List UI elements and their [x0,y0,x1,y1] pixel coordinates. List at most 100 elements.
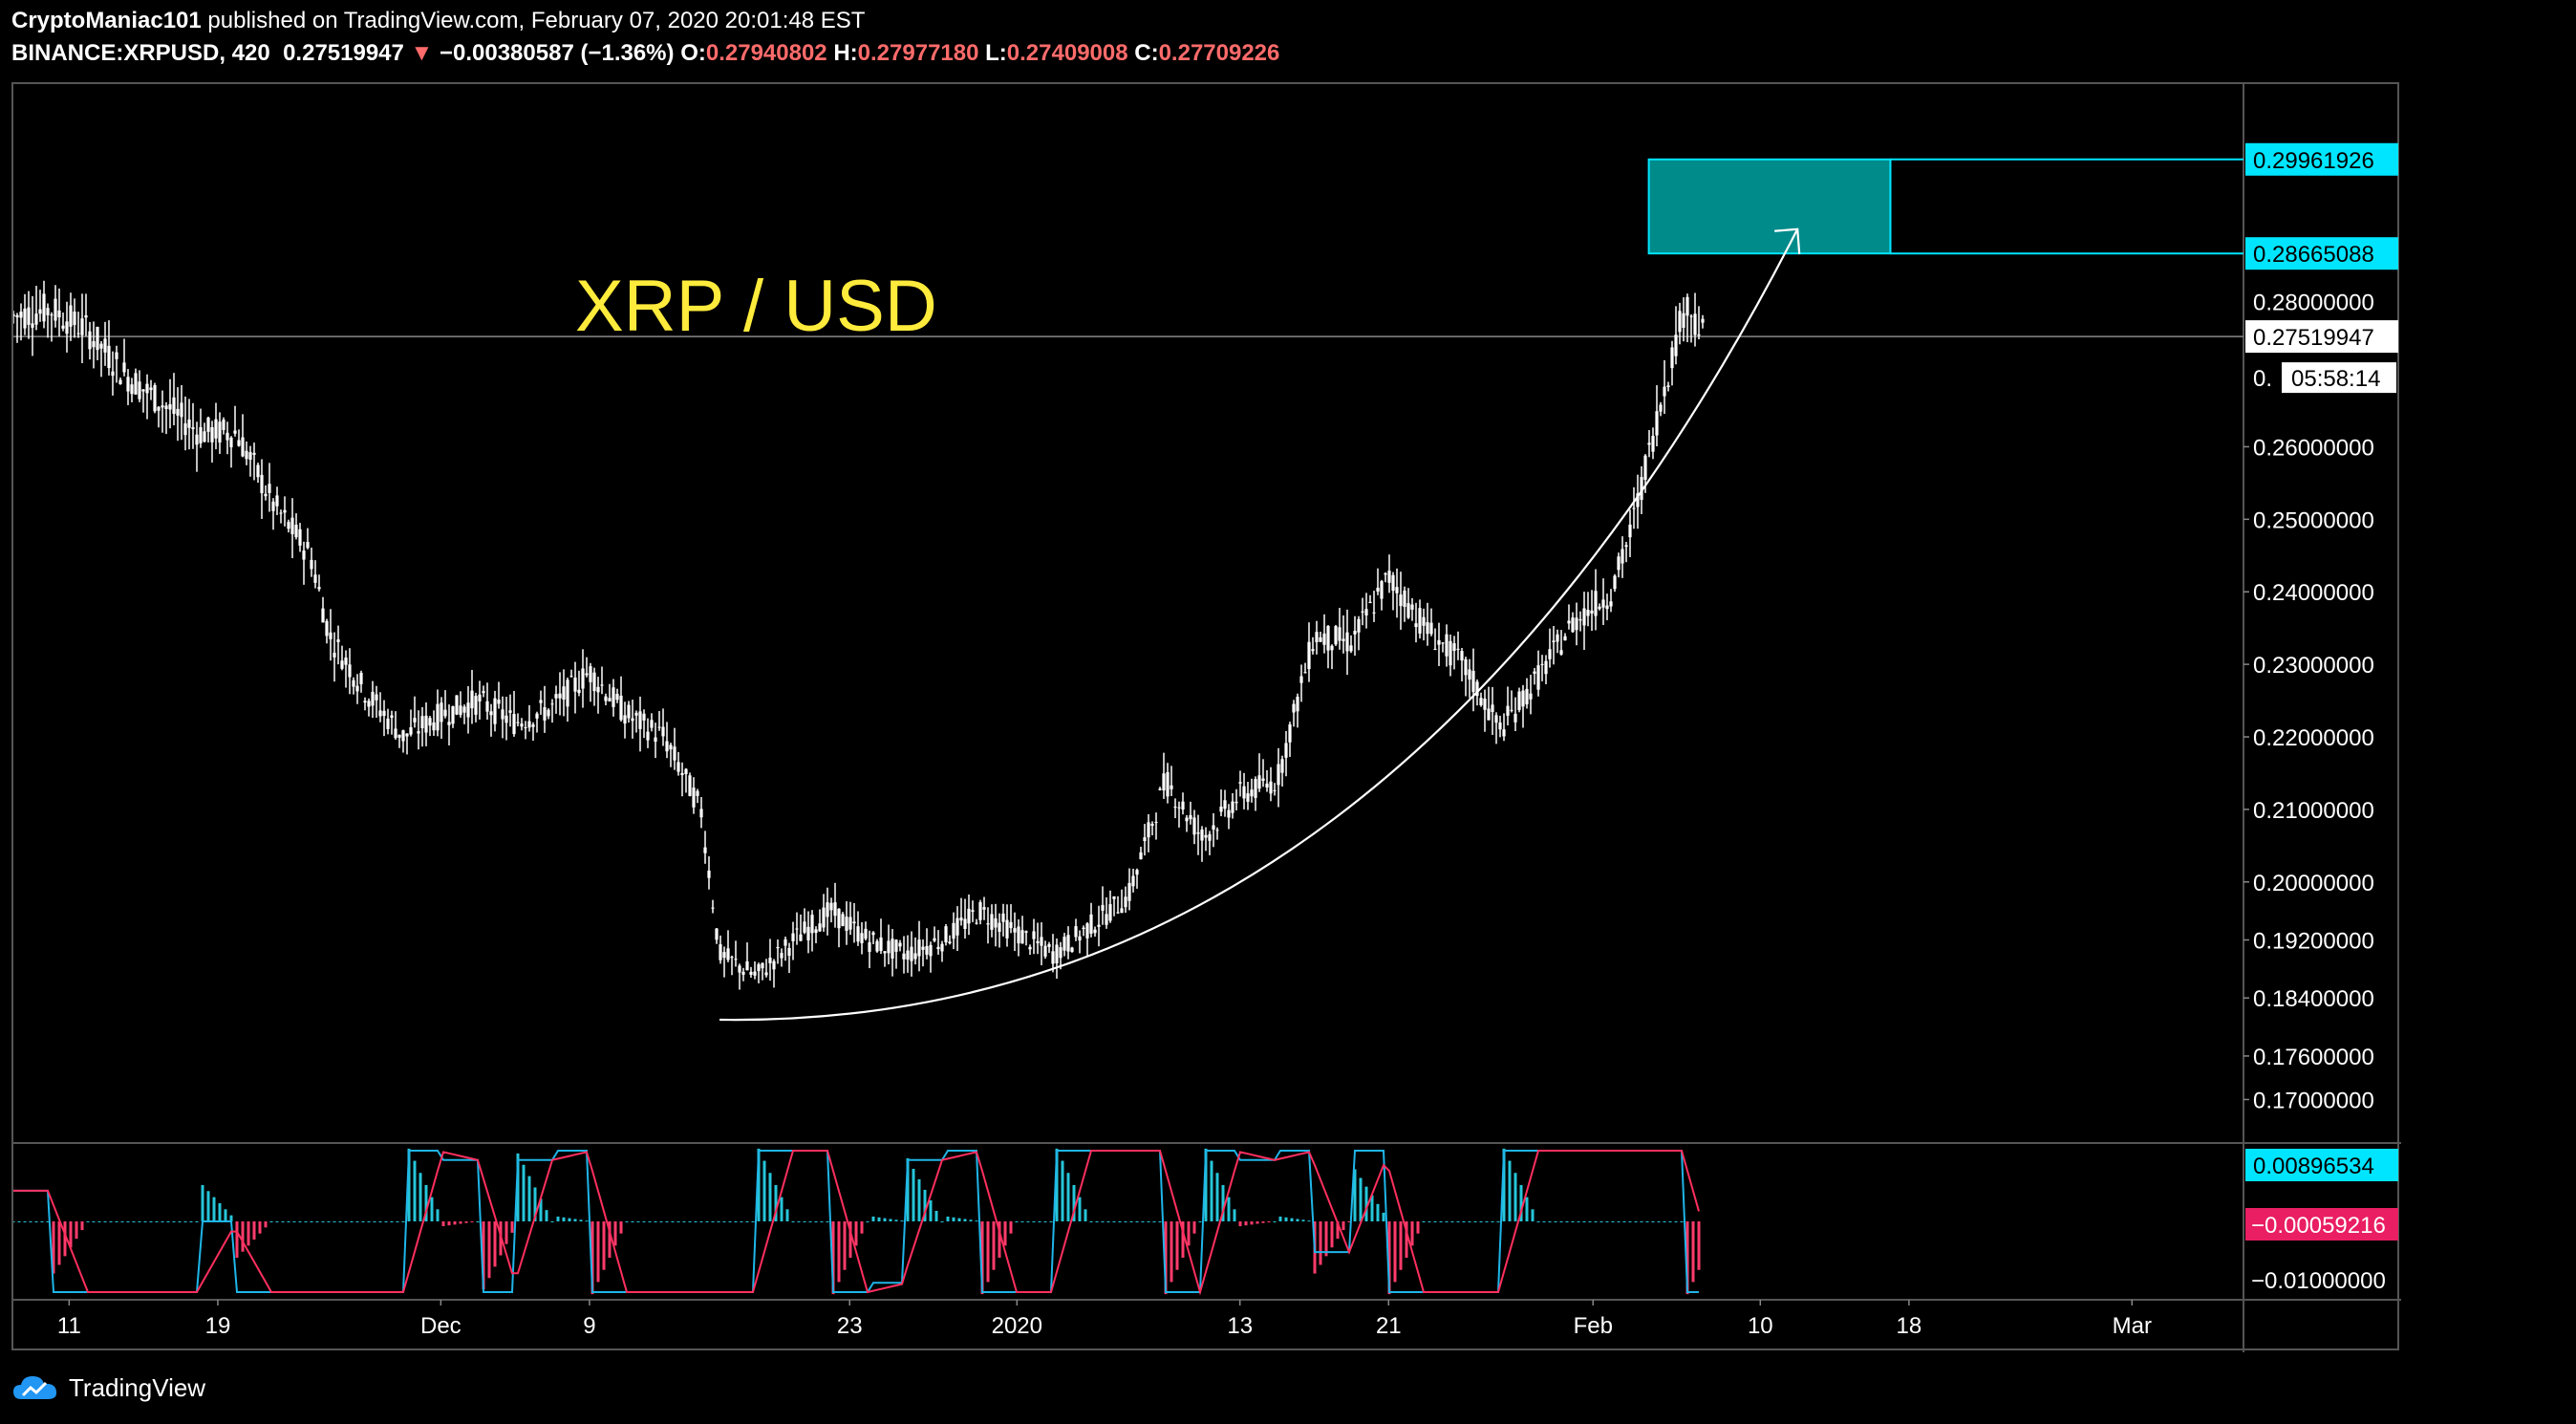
candle-body [692,788,696,808]
candle-body [986,923,990,925]
candle-body [936,946,940,950]
candle-body [206,417,210,432]
candle-body [225,432,229,441]
candle-body [860,933,864,943]
candle-body [1689,315,1693,317]
histogram-bar [1296,1219,1299,1221]
histogram-bar [826,1221,829,1222]
time-tick-label: Mar [2113,1313,2152,1339]
histogram-bar [665,1221,669,1222]
histogram-bar [17,1221,21,1222]
candle-body [929,944,933,957]
candle-body [917,939,921,957]
histogram-bar [1101,1221,1105,1222]
histogram-bar [218,1202,222,1221]
candle-body [719,944,722,960]
candle-body [1441,642,1445,644]
price-chart[interactable]: XRP / USD 0.26000000 0.25000000 0.24000000 0… [13,84,2401,1352]
histogram-bar [1634,1221,1638,1222]
histogram-bar [1439,1221,1443,1222]
candle-body [42,293,46,322]
candle-body [894,939,898,952]
candle-body [1150,823,1154,826]
candle-body [1666,385,1670,388]
candle-body [237,440,241,446]
candle-body [298,529,302,546]
candle-body [1326,625,1330,651]
candle-body [753,971,757,976]
histogram-bar [138,1221,141,1222]
candle-body [665,741,669,752]
price-tick-label: 0.22000000 [2253,725,2374,751]
candle-body [1449,640,1452,666]
histogram-bar [258,1221,262,1234]
candle-body [1464,658,1468,676]
histogram-bar [648,1221,652,1222]
candle-body [245,450,248,460]
candle-body [776,946,780,949]
candle-body [600,684,604,686]
candle-body [1307,641,1311,670]
author-name[interactable]: CryptoManiac101 [11,8,202,33]
histogram-bar [688,1221,692,1222]
candle-body [493,698,497,724]
target-bottom-badge-bg [2245,237,2398,270]
candle-body [187,419,191,428]
candle-body [1647,442,1651,445]
histogram-bar [1405,1221,1408,1259]
candle-body [96,326,99,351]
low-value: 0.27409008 [1006,40,1128,66]
candle-body [1093,929,1097,934]
histogram-bar [860,1221,864,1234]
candle-body [19,312,23,318]
chart-frame[interactable]: XRP / USD 0.26000000 0.25000000 0.24000000 0… [11,82,2401,1352]
candle-body [394,728,397,739]
open-label: O: [680,40,706,66]
candle-body [1640,477,1643,501]
histogram-bar [378,1221,382,1222]
candle-body [944,926,948,943]
candle-body [80,318,84,335]
last-price-badge-bg [2245,320,2398,354]
candle-body [1697,334,1701,336]
candle-body [508,710,512,713]
histogram-bar [1301,1219,1305,1221]
histogram-bar [1181,1221,1185,1259]
histogram-bar [722,1221,726,1222]
candle-body [409,726,413,735]
histogram-bar [659,1221,663,1222]
histogram-bar [304,1221,308,1222]
histogram-bar [590,1221,594,1295]
candle-body [1529,693,1533,700]
candle-body [524,727,527,729]
histogram-bar [1210,1160,1213,1221]
candle-body [149,387,153,391]
histogram-bar [980,1221,984,1295]
histogram-bar [579,1219,583,1221]
histogram-bar [327,1221,331,1222]
candle-body [1273,789,1277,791]
candle-body [684,768,688,774]
histogram-bar [1147,1221,1150,1222]
candle-body [1468,669,1471,680]
histogram-bar [1066,1173,1070,1221]
candle-body [352,680,355,687]
candle-body [54,298,57,321]
candle-body [126,377,130,392]
candle-body [615,694,619,701]
histogram-bar [814,1221,818,1222]
histogram-bar [109,1221,113,1222]
candle-body [229,437,233,448]
candle-body [772,960,776,970]
candle-body [1418,608,1422,634]
footer-brand[interactable]: TradingView [11,1372,205,1403]
candle-body [355,685,359,692]
candle-body [107,345,111,369]
histogram-bar [602,1221,606,1270]
histogram-bar [1284,1217,1288,1221]
histogram-bar [453,1221,457,1225]
histogram-bar [1559,1221,1563,1222]
histogram-bar [1319,1221,1322,1265]
candle-body [1678,311,1682,333]
candle-body [1036,940,1040,943]
